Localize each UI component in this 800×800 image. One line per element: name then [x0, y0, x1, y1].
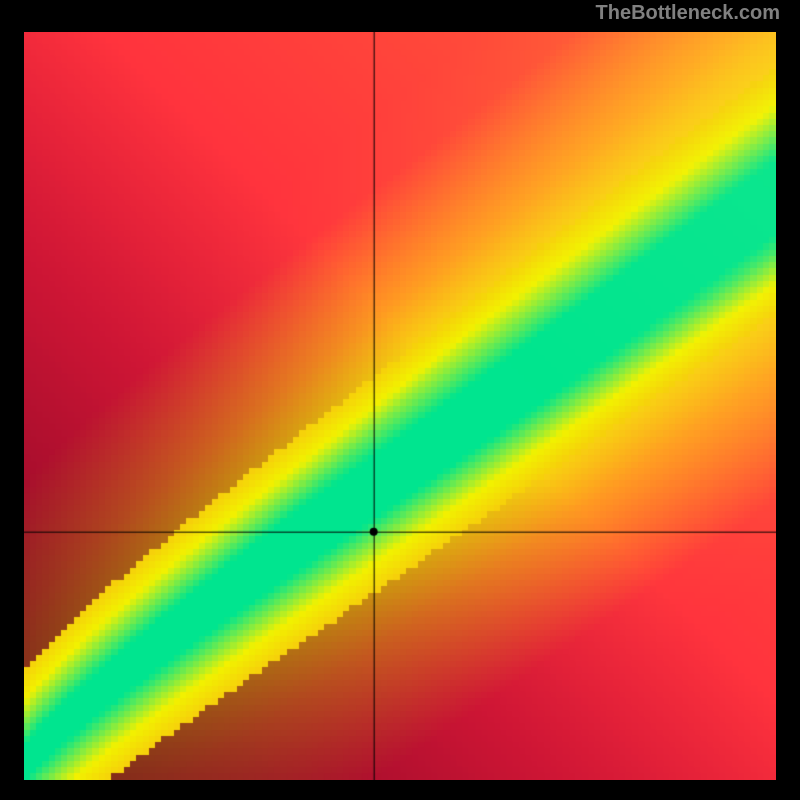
watermark-text: TheBottleneck.com — [596, 2, 780, 25]
bottleneck-heatmap — [24, 32, 776, 780]
